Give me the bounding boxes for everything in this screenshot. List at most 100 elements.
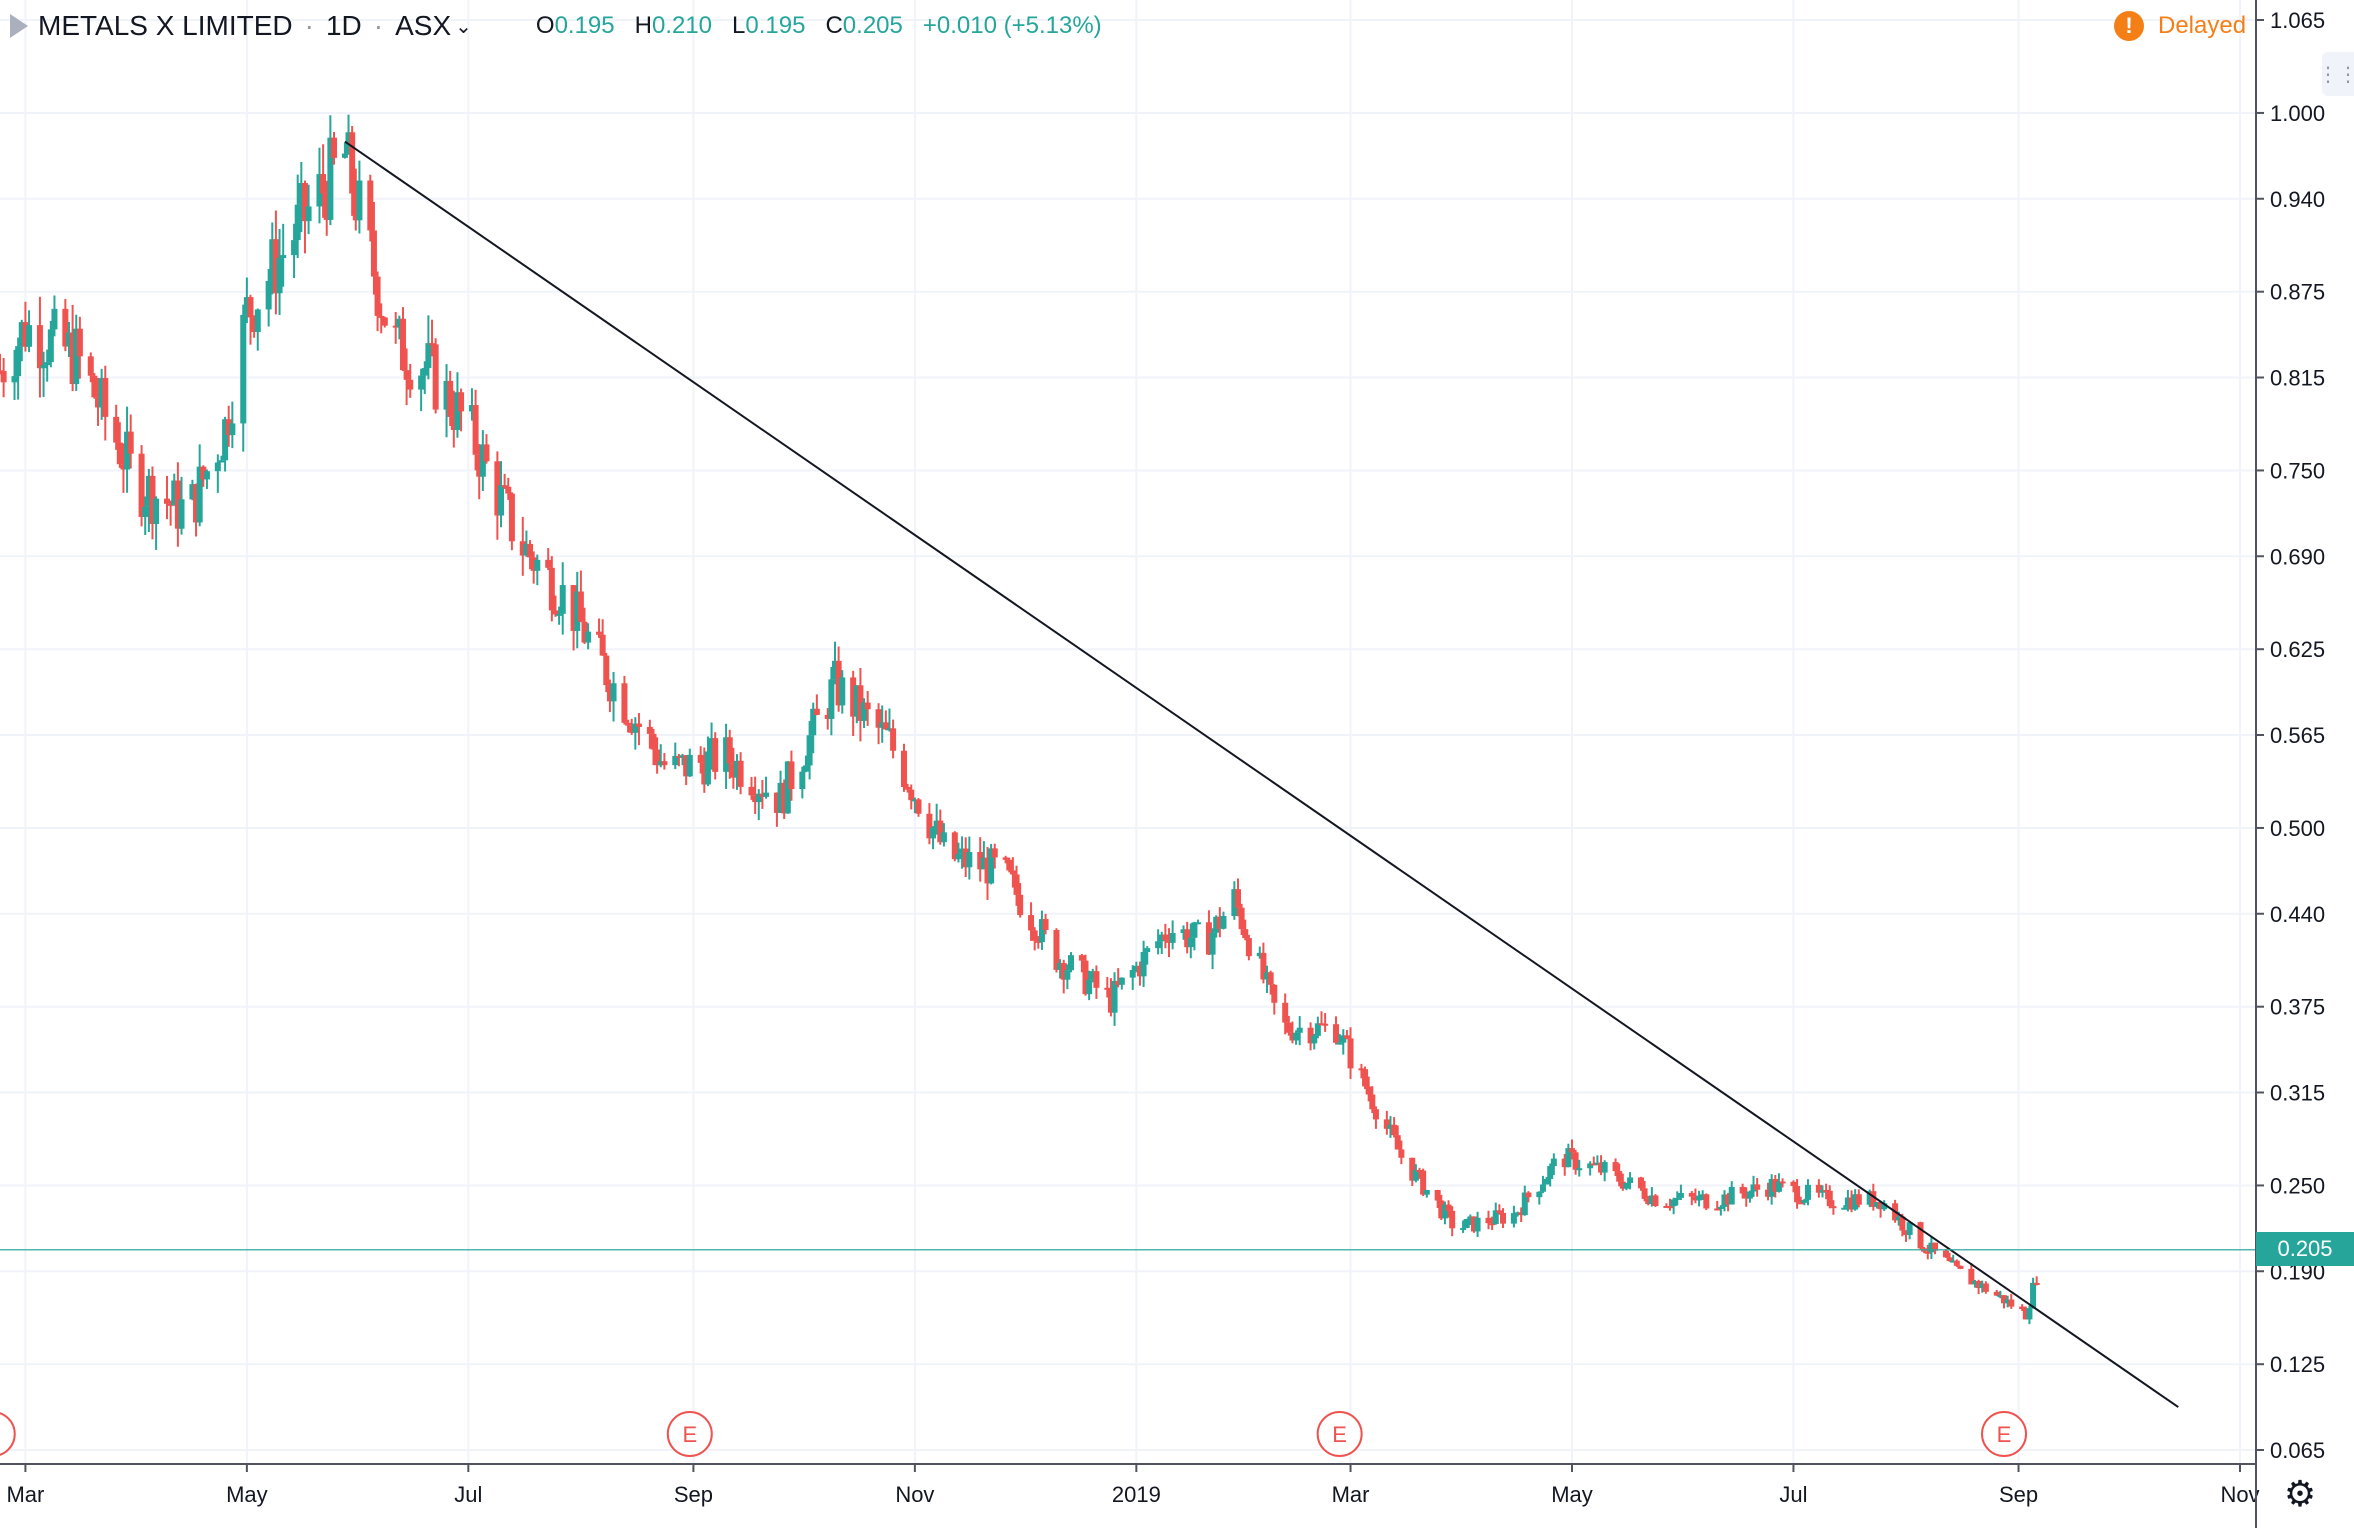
candle-down xyxy=(646,726,653,734)
candle-up xyxy=(657,761,664,766)
x-tick-label: May xyxy=(226,1482,268,1507)
drag-handle-icon[interactable]: ⋮⋮ xyxy=(2318,52,2354,96)
candle-up xyxy=(145,475,152,507)
candle-up xyxy=(468,405,475,412)
symbol-name[interactable]: METALS X LIMITED xyxy=(38,10,293,41)
candle-down xyxy=(458,392,465,412)
candle-up xyxy=(298,183,305,205)
candle-down xyxy=(1394,1135,1401,1150)
candle-up xyxy=(784,761,791,814)
candle-down xyxy=(1830,1206,1837,1209)
candle-down xyxy=(1383,1119,1390,1129)
candle-down xyxy=(1917,1222,1924,1249)
candle-up xyxy=(1209,932,1216,955)
earnings-marker xyxy=(0,1412,16,1456)
candle-up xyxy=(1492,1210,1499,1225)
candle-down xyxy=(320,174,327,194)
candle-up xyxy=(291,240,298,256)
candle-up xyxy=(832,660,839,680)
candle-up xyxy=(1180,929,1187,934)
candle-down xyxy=(1765,1189,1772,1197)
candle-up xyxy=(1158,934,1165,942)
candle-down xyxy=(508,493,515,542)
candle-down xyxy=(0,371,7,383)
candle-up xyxy=(1510,1213,1517,1224)
y-tick-label: 1.065 xyxy=(2270,8,2325,33)
candle-down xyxy=(1743,1193,1750,1199)
symbol-logo-icon xyxy=(10,12,28,40)
candle-up xyxy=(1746,1191,1753,1199)
candle-up xyxy=(1118,977,1125,985)
candle-down xyxy=(1205,922,1212,955)
candle-up xyxy=(240,314,247,424)
candle-down xyxy=(403,370,410,380)
chart-overlays: EEEE xyxy=(0,140,2256,1457)
candle-up xyxy=(98,378,105,408)
candle-down xyxy=(570,585,577,631)
candle-up xyxy=(933,820,940,828)
candle-up xyxy=(708,738,715,752)
candle-down xyxy=(247,297,254,318)
candle-down xyxy=(1343,1035,1350,1039)
candle-up xyxy=(733,760,740,778)
separator-dot: · xyxy=(304,10,314,41)
exchange-label[interactable]: ASX xyxy=(395,10,452,41)
candle-down xyxy=(174,480,181,529)
x-tick-label: Nov xyxy=(895,1482,934,1507)
candle-up xyxy=(2026,1308,2033,1320)
candle-up xyxy=(1587,1163,1594,1169)
trendline xyxy=(344,140,2179,1408)
candle-up xyxy=(1133,965,1140,971)
candle-down xyxy=(1877,1202,1884,1210)
delayed-status[interactable]: ! Delayed xyxy=(2114,8,2246,44)
candle-up xyxy=(1971,1280,1978,1285)
candle-up xyxy=(124,431,131,470)
candle-up xyxy=(1089,971,1096,980)
earnings-marker xyxy=(1316,1411,1363,1457)
candle-up xyxy=(229,423,236,436)
delayed-label: Delayed xyxy=(2158,12,2247,39)
candle-down xyxy=(650,733,657,750)
candle-down xyxy=(1957,1265,1964,1269)
candle-up xyxy=(966,851,973,868)
candle-down xyxy=(472,405,479,455)
candle-up xyxy=(1844,1197,1851,1208)
candle-down xyxy=(1002,857,1009,860)
candle-up xyxy=(839,677,846,706)
candle-down xyxy=(625,722,632,726)
candle-up xyxy=(1819,1190,1826,1193)
candle-down xyxy=(577,591,584,622)
candle-down xyxy=(603,655,610,686)
candle-down xyxy=(1282,1002,1289,1023)
candle-up xyxy=(672,755,679,766)
candle-up xyxy=(1601,1162,1608,1173)
candle-up xyxy=(1086,979,1093,995)
change-value: +0.010 (+5.13%) xyxy=(922,12,1102,39)
candle-down xyxy=(683,755,690,777)
candle-down xyxy=(530,557,537,571)
candle-down xyxy=(1902,1230,1909,1235)
candle-up xyxy=(341,153,348,158)
candle-up xyxy=(1536,1191,1543,1198)
candle-down xyxy=(675,755,682,758)
candle-up xyxy=(1674,1197,1681,1200)
candle-up xyxy=(269,239,276,281)
candle-up xyxy=(1677,1192,1684,1198)
candle-down xyxy=(2022,1309,2029,1320)
candle-up xyxy=(243,297,250,315)
candle-up xyxy=(828,679,835,719)
candle-up xyxy=(959,848,966,854)
candle-down xyxy=(781,782,788,814)
candle-up xyxy=(930,827,937,839)
x-tick-label: Sep xyxy=(674,1482,713,1507)
candle-down xyxy=(1946,1257,1953,1262)
candle-up xyxy=(886,728,893,731)
candle-down xyxy=(1692,1196,1699,1201)
chevron-down-icon[interactable]: ⌄ xyxy=(455,15,472,38)
gear-icon[interactable]: ⚙ xyxy=(2283,1473,2317,1514)
candle-down xyxy=(1754,1184,1761,1190)
candle-up xyxy=(980,857,987,870)
interval-label[interactable]: 1D xyxy=(325,10,362,41)
candle-down xyxy=(1391,1124,1398,1136)
